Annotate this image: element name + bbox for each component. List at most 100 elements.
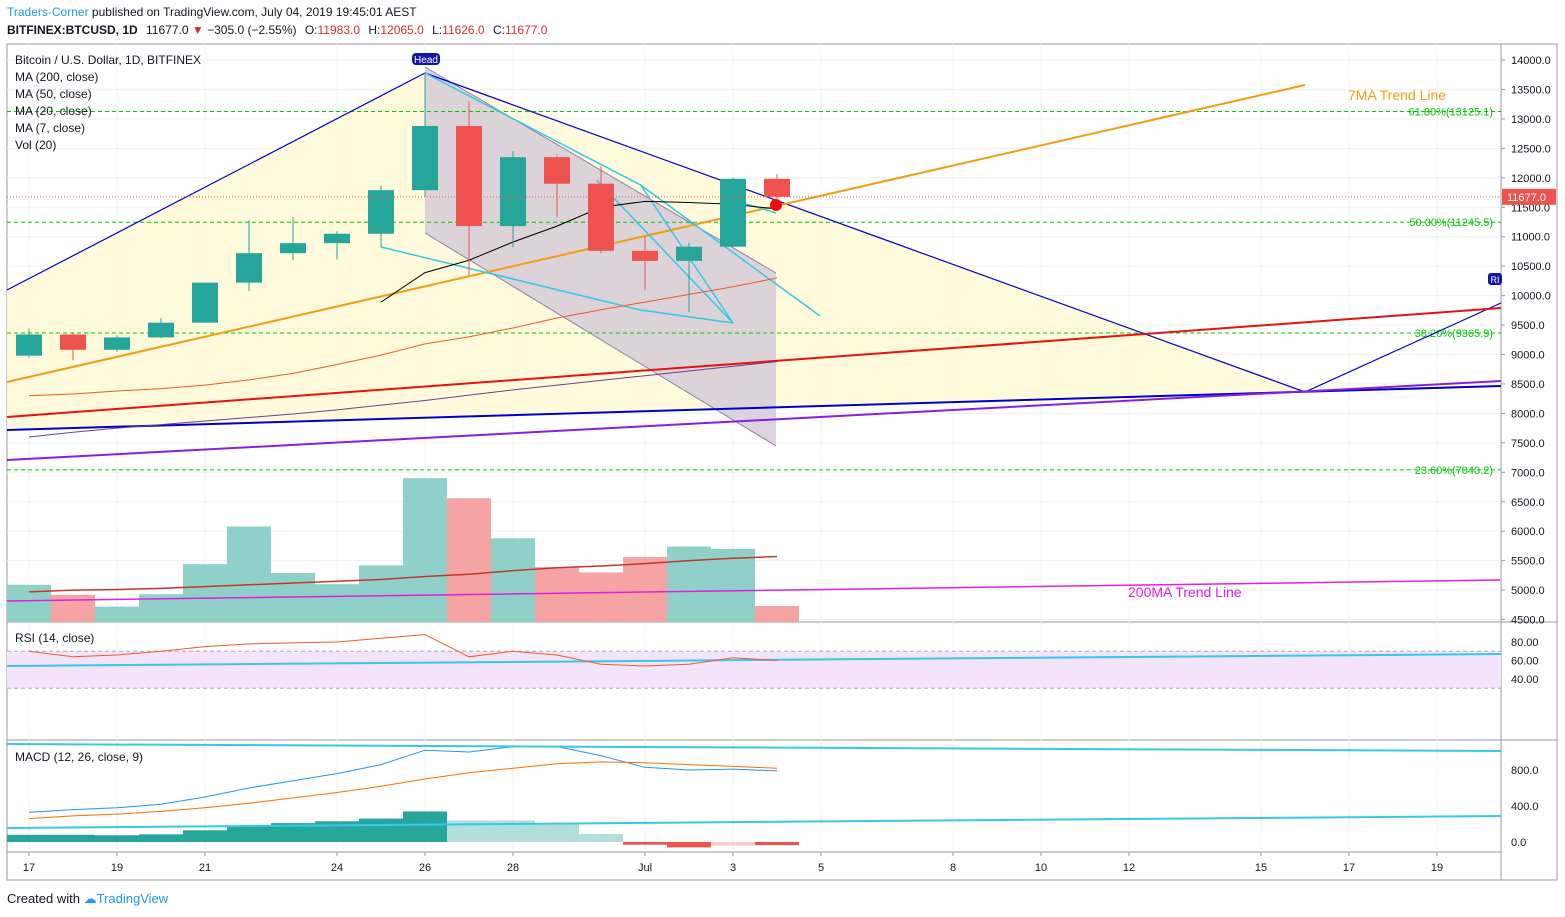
rsi-line bbox=[28, 634, 778, 667]
macd-histogram-bar bbox=[755, 842, 799, 846]
down-arrow-icon: ▼ bbox=[191, 23, 204, 37]
macd-histogram-bar bbox=[403, 811, 447, 842]
macd-axis-label: 800.0 bbox=[1511, 765, 1539, 777]
fib-level-label: 38.20%(9365.9) bbox=[1415, 328, 1493, 340]
rsi-band bbox=[7, 651, 1501, 689]
low-value: 11626.0 bbox=[442, 23, 485, 37]
price-axis-label: 6500.0 bbox=[1511, 497, 1545, 509]
trend-line-blue bbox=[424, 72, 1306, 393]
right-badge bbox=[1488, 273, 1502, 285]
candle-body bbox=[500, 157, 526, 227]
time-axis-label: 19 bbox=[111, 862, 123, 874]
price-axis-label: 7000.0 bbox=[1511, 467, 1545, 479]
last-price-tag bbox=[1502, 188, 1556, 205]
legend-macd: MACD (12, 26, close, 9) bbox=[15, 750, 144, 764]
macd-axis-label: 0.0 bbox=[1511, 837, 1526, 849]
candle-body bbox=[720, 178, 746, 247]
right-badge-label: RI bbox=[1491, 275, 1500, 285]
volume-ma-line bbox=[28, 555, 778, 593]
price-axis-label: 12000.0 bbox=[1511, 173, 1551, 185]
legend-title: Bitcoin / U.S. Dollar, 1D, BITFINEX bbox=[15, 53, 202, 67]
channel-line bbox=[424, 232, 777, 447]
time-axis-label: 28 bbox=[507, 862, 519, 874]
price-axis-label: 10000.0 bbox=[1511, 291, 1551, 303]
time-axis-label: 10 bbox=[1035, 862, 1047, 874]
trend-line-blue bbox=[6, 72, 426, 291]
change-value: −305.0 (−2.55%) bbox=[207, 23, 297, 37]
volume-bar bbox=[579, 572, 623, 622]
candle-body bbox=[544, 157, 570, 184]
macd-histogram-bar bbox=[579, 833, 623, 842]
time-axis-label: 12 bbox=[1123, 862, 1135, 874]
macd-histogram-bar bbox=[7, 834, 51, 842]
macd-axis-label: 400.0 bbox=[1511, 801, 1539, 813]
crossover-marker bbox=[770, 199, 782, 211]
time-axis-label: 5 bbox=[818, 862, 824, 874]
last-price-tag-label: 11677.0 bbox=[1507, 192, 1546, 204]
candle-body bbox=[412, 125, 438, 191]
time-axis-label: 19 bbox=[1431, 862, 1443, 874]
volume-bar bbox=[711, 548, 755, 622]
candle-body bbox=[368, 190, 394, 234]
candle-body bbox=[280, 243, 306, 254]
legend-vol: Vol (20) bbox=[15, 138, 57, 152]
rsi-axis-label: 80.00 bbox=[1511, 637, 1539, 649]
candle-body bbox=[236, 253, 262, 283]
head-badge bbox=[412, 53, 440, 65]
rsi-axis-label: 60.00 bbox=[1511, 656, 1539, 668]
high-label: H: bbox=[368, 23, 381, 37]
rsi-trend-line-cyan bbox=[6, 653, 1502, 667]
pattern-line-cyan bbox=[640, 184, 821, 317]
tradingview-brand[interactable]: TradingView bbox=[96, 891, 169, 906]
macd-trend-line-cyan bbox=[6, 815, 1502, 829]
candle-body bbox=[104, 337, 130, 350]
volume-bar bbox=[95, 606, 139, 622]
candle-body bbox=[632, 250, 658, 261]
price-axis-label: 11000.0 bbox=[1511, 232, 1550, 244]
legend-rsi: RSI (14, close) bbox=[15, 631, 95, 645]
trend-line-magenta bbox=[6, 579, 1501, 602]
candle-body bbox=[192, 282, 218, 323]
volume-bar bbox=[227, 526, 271, 622]
legend-ma7: MA (7, close) bbox=[15, 121, 86, 135]
price-axis-label: 9000.0 bbox=[1511, 350, 1545, 362]
price-axis-label: 11500.0 bbox=[1511, 202, 1550, 214]
legend-ma50: MA (50, close) bbox=[15, 87, 92, 101]
time-axis-label: 17 bbox=[1343, 862, 1355, 874]
fib-level-label: 61.80%(13125.1) bbox=[1409, 107, 1493, 119]
candle-body bbox=[456, 125, 482, 227]
volume-bar bbox=[535, 567, 579, 622]
macd-histogram-bar bbox=[95, 835, 139, 842]
price-axis-label: 14000.0 bbox=[1511, 55, 1551, 67]
macd-histogram-bar bbox=[227, 825, 271, 842]
time-axis-label: 24 bbox=[331, 862, 343, 874]
trend-label-200ma: 200MA Trend Line bbox=[1128, 584, 1242, 600]
price-axis-label: 12500.0 bbox=[1511, 143, 1551, 155]
volume-bar bbox=[51, 594, 95, 622]
macd-histogram-bar bbox=[623, 842, 667, 845]
volume-bar bbox=[315, 584, 359, 622]
volume-bar bbox=[359, 565, 403, 622]
candle-body bbox=[16, 334, 42, 356]
ma20-line bbox=[28, 277, 778, 397]
price-axis-label: 8000.0 bbox=[1511, 408, 1545, 420]
open-value: 11983.0 bbox=[317, 23, 361, 37]
trend-line-orange bbox=[6, 84, 1306, 383]
candle-body bbox=[148, 322, 174, 338]
footer: Created with ☁TradingView bbox=[7, 891, 168, 907]
macd-line bbox=[28, 746, 778, 813]
pattern-line-cyan bbox=[380, 246, 734, 324]
last-price: 11677.0 bbox=[146, 23, 189, 37]
volume-bar bbox=[447, 498, 491, 622]
published-text: published on TradingView.com, July 04, 2… bbox=[91, 5, 417, 19]
author-name[interactable]: Traders-Corner bbox=[7, 5, 89, 19]
volume-bar bbox=[623, 557, 667, 622]
open-label: O: bbox=[304, 23, 318, 37]
macd-histogram-bar bbox=[51, 834, 95, 842]
chart-frame bbox=[6, 43, 1558, 881]
macd-histogram-bar bbox=[315, 821, 359, 842]
volume-bar bbox=[403, 478, 447, 622]
time-axis-label: Jul bbox=[638, 862, 652, 874]
low-label: L: bbox=[432, 23, 443, 37]
